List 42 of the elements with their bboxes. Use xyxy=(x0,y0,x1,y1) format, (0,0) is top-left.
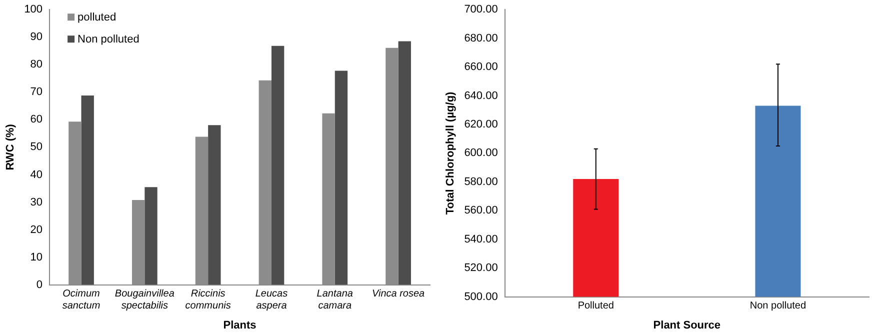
y-tick-label: 640.00 xyxy=(464,90,498,102)
y-tick-label: 10 xyxy=(30,251,43,264)
y-tick-label: 620.00 xyxy=(464,118,498,131)
x-tick-label: Leucas aspera xyxy=(255,288,288,312)
y-tick-label: 500.00 xyxy=(464,290,498,303)
legend-label: Non polluted xyxy=(78,34,140,46)
y-tick-label: 700.00 xyxy=(464,4,498,16)
x-tick-label: Ocimum sanctum xyxy=(62,288,100,312)
y-tick-label: 20 xyxy=(30,224,43,236)
bar xyxy=(398,41,411,285)
y-tick-label: 30 xyxy=(30,196,43,208)
y-tick-label: 580.00 xyxy=(464,176,498,188)
x-tick-label: Lantana camara xyxy=(316,288,354,312)
x-tick-label: Bougainvillea spectabilis xyxy=(114,288,175,312)
bar xyxy=(81,95,94,285)
x-axis-title: Plants xyxy=(223,319,256,332)
y-tick-label: 520.00 xyxy=(464,262,498,274)
y-tick-label: 680.00 xyxy=(464,32,498,44)
bar xyxy=(144,187,158,285)
y-tick-label: 60 xyxy=(30,114,43,126)
x-tick-label: Polluted xyxy=(578,300,614,312)
y-axis-title: Total Chlorophyll (µg/g) xyxy=(444,91,457,215)
x-tick-label: Non polluted xyxy=(750,300,806,312)
y-tick-label: 50 xyxy=(30,141,43,154)
y-tick-label: 40 xyxy=(30,168,43,181)
y-tick-label: 660.00 xyxy=(464,61,498,74)
bar xyxy=(334,70,348,285)
bar xyxy=(271,46,284,285)
x-axis-title: Plant Source xyxy=(653,319,721,332)
legend-label: polluted xyxy=(78,12,116,24)
y-axis-title: RWC (%) xyxy=(4,124,17,170)
x-tick-label: Riccinis communis xyxy=(185,288,231,312)
y-tick-label: 540.00 xyxy=(464,233,498,246)
y-tick-label: 560.00 xyxy=(464,204,498,217)
x-tick-label: Vinca rosea xyxy=(372,288,426,300)
bar xyxy=(208,125,221,285)
y-tick-label: 80 xyxy=(30,58,43,71)
y-tick-label: 0 xyxy=(36,278,43,291)
y-tick-label: 90 xyxy=(30,31,43,44)
y-tick-label: 100 xyxy=(24,4,43,16)
y-tick-label: 70 xyxy=(30,86,43,98)
y-tick-label: 600.00 xyxy=(464,147,498,160)
